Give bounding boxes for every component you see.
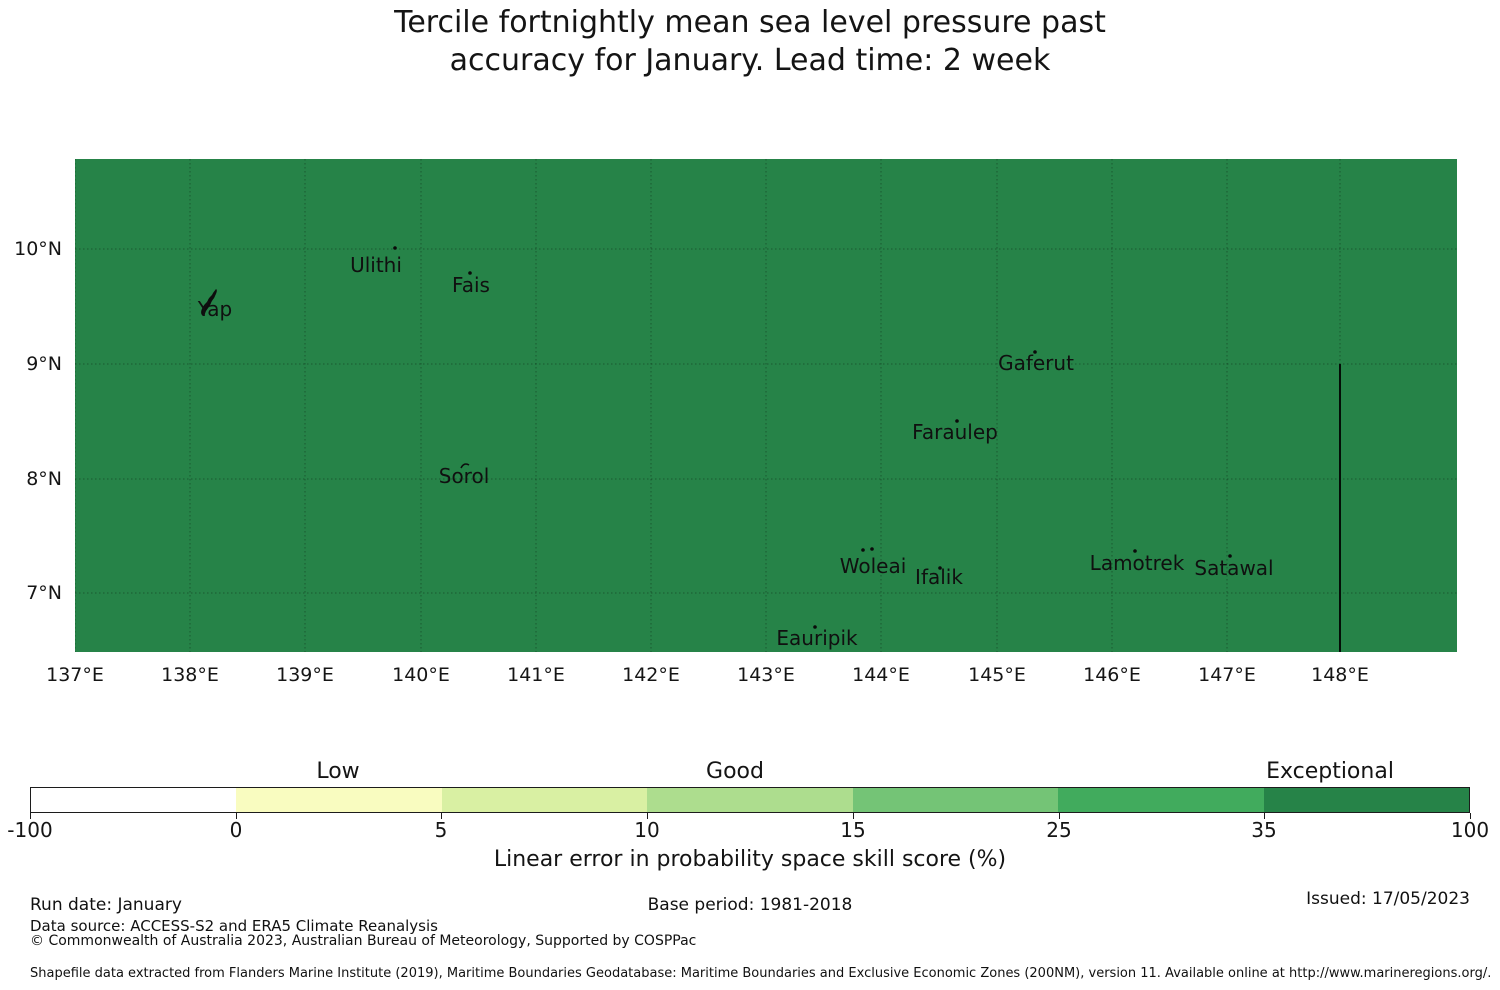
island-dot xyxy=(870,547,874,551)
base-period-text: Base period: 1981-2018 xyxy=(647,895,853,915)
x-axis-tick-label: 138°E xyxy=(161,664,219,686)
island-dot xyxy=(1133,549,1137,553)
colorbar-tick-label: 15 xyxy=(840,818,866,842)
island-label-fais: Fais xyxy=(452,273,490,297)
colorbar-tick-mark xyxy=(647,813,649,819)
colorbar-tick-label: 35 xyxy=(1251,818,1277,842)
yap-island-shape xyxy=(201,289,217,316)
colorbar-category-exceptional: Exceptional xyxy=(1266,759,1394,784)
colorbar-tick-mark xyxy=(30,813,32,819)
colorbar-tick-mark xyxy=(1059,813,1061,819)
x-axis-tick-label: 148°E xyxy=(1311,664,1369,686)
sorol-islet-shape xyxy=(460,463,470,469)
island-label-gaferut: Gaferut xyxy=(998,351,1074,375)
island-dot xyxy=(1033,350,1037,354)
colorbar-segment-0to5 xyxy=(236,788,442,812)
island-label-woleai: Woleai xyxy=(839,554,907,578)
island-label-ulithi: Ulithi xyxy=(350,253,402,277)
colorbar-tick-mark xyxy=(1264,813,1266,819)
island-dot xyxy=(955,419,959,423)
figure-title-line1: Tercile fortnightly mean sea level press… xyxy=(394,5,1106,40)
colorbar-tick-label: 10 xyxy=(634,818,660,842)
x-axis-tick-label: 143°E xyxy=(737,664,795,686)
run-date-text: Run date: January xyxy=(30,895,182,915)
colorbar-category-good: Good xyxy=(706,759,764,784)
x-axis-tick-label: 139°E xyxy=(276,664,334,686)
x-axis-tick-label: 140°E xyxy=(392,664,450,686)
island-label-yap: Yap xyxy=(197,297,233,321)
island-label-lamotrek: Lamotrek xyxy=(1089,551,1185,575)
island-dot xyxy=(861,548,865,552)
colorbar-segment-35to100 xyxy=(1263,788,1469,812)
x-axis-tick-label: 142°E xyxy=(622,664,680,686)
x-axis-tick-label: 146°E xyxy=(1083,664,1141,686)
x-axis-tick-label: 145°E xyxy=(968,664,1026,686)
colorbar xyxy=(30,787,1470,813)
colorbar-segment-10to15 xyxy=(647,788,853,812)
island-label-satawal: Satawal xyxy=(1194,556,1274,580)
island-label-faraulep: Faraulep xyxy=(912,420,998,444)
map-canvas xyxy=(75,159,1457,652)
colorbar-tick-label: 100 xyxy=(1450,818,1490,842)
y-axis-tick-label: 10°N xyxy=(14,238,62,260)
island-dot xyxy=(468,271,472,275)
eez-fill-region xyxy=(75,159,1457,652)
island-label-eauripik: Eauripik xyxy=(776,626,858,650)
data-source-text: Data source: ACCESS-S2 and ERA5 Climate … xyxy=(30,917,438,935)
y-axis-tick-label: 8°N xyxy=(26,468,62,490)
colorbar-tick-mark xyxy=(441,813,443,819)
island-label-ifalik: Ifalik xyxy=(915,565,963,589)
map-plot: Yap Ulithi Fais Sorol Gaferut Faraulep Woleai I… xyxy=(75,159,1457,652)
colorbar-tick-mark xyxy=(236,813,238,819)
colorbar-segment-5to10 xyxy=(441,788,648,812)
x-axis-tick-label: 137°E xyxy=(46,664,104,686)
x-axis-tick-label: 147°E xyxy=(1198,664,1256,686)
island-dot xyxy=(938,566,942,570)
x-axis-tick-label: 144°E xyxy=(852,664,910,686)
colorbar-tick-label: 5 xyxy=(434,818,448,842)
colorbar-tick-label: 0 xyxy=(229,818,243,842)
colorbar-axis-label: Linear error in probability space skill … xyxy=(493,847,1007,872)
colorbar-tick-mark xyxy=(1470,813,1472,819)
shapefile-note-text: Shapefile data extracted from Flanders M… xyxy=(30,966,1492,981)
colorbar-segment-25to35 xyxy=(1058,788,1264,812)
island-dot xyxy=(393,246,397,250)
colorbar-tick-mark xyxy=(853,813,855,819)
colorbar-category-low: Low xyxy=(316,759,360,784)
y-axis-tick-label: 7°N xyxy=(26,582,62,604)
island-dot xyxy=(1228,554,1232,558)
colorbar-segment-15to25 xyxy=(852,788,1059,812)
island-label-sorol: Sorol xyxy=(438,464,490,488)
island-dot xyxy=(813,625,817,629)
x-axis-tick-label: 141°E xyxy=(507,664,565,686)
y-axis-tick-label: 9°N xyxy=(26,353,62,375)
copyright-text: © Commonwealth of Australia 2023, Austra… xyxy=(30,933,697,949)
colorbar-segment--100to0 xyxy=(31,788,237,812)
issued-date-text: Issued: 17/05/2023 xyxy=(1306,889,1470,909)
figure-title-line2: accuracy for January. Lead time: 2 week xyxy=(449,43,1051,78)
colorbar-tick-label: 25 xyxy=(1046,818,1072,842)
colorbar-tick-label: -100 xyxy=(7,818,53,842)
